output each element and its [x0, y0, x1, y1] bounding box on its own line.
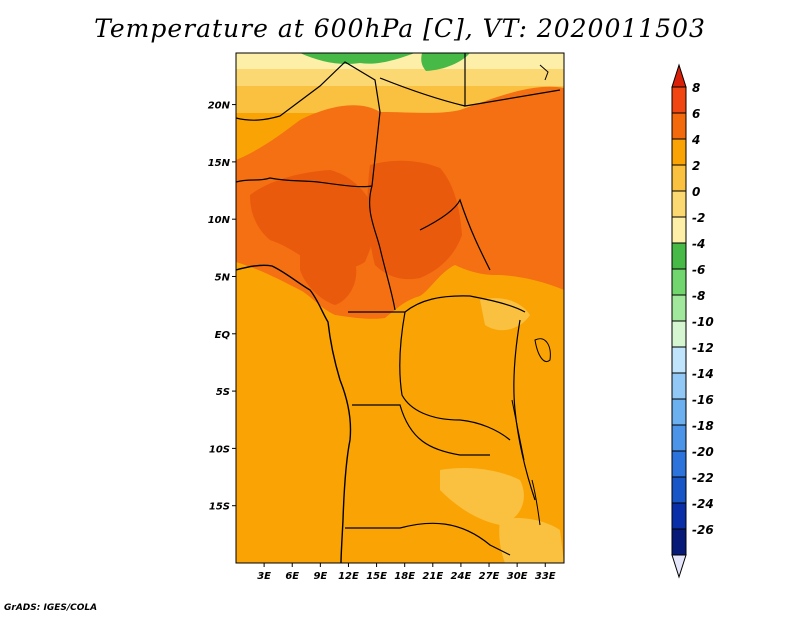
- colorbar-swatch: [671, 112, 687, 140]
- map-title: Temperature at 600hPa [C], VT: 202001150…: [94, 14, 706, 43]
- colorbar-level-label: 2: [692, 159, 700, 173]
- colorbar-level-label: 0: [692, 185, 700, 199]
- colorbar-level-label: -10: [692, 315, 714, 329]
- border-congo-drc: [399, 311, 511, 441]
- colorbar-swatch: [671, 86, 687, 114]
- colorbar-level-label: 4: [691, 133, 700, 147]
- colorbar-swatch: [671, 190, 687, 218]
- field-light-amber-south-b: [499, 518, 564, 563]
- field-deep-orange-south: [300, 250, 357, 305]
- lon-label: 30E: [507, 571, 528, 582]
- colorbar-level-label: 6: [692, 107, 700, 121]
- colorbar-swatch: [671, 216, 687, 244]
- lat-label: 10N: [208, 215, 231, 226]
- border-east-africa: [513, 319, 536, 501]
- boundaries: [236, 53, 561, 563]
- lat-label: 15S: [209, 502, 230, 513]
- colorbar-swatch: [671, 424, 687, 452]
- grads-credit: GrADS: IGES/COLA: [4, 603, 98, 613]
- lake-malawi: [531, 479, 541, 526]
- colorbar-level-label: -4: [692, 237, 705, 251]
- colorbar-level-label: -22: [692, 471, 714, 485]
- colorbar-level-label: -8: [692, 289, 705, 303]
- temperature-field: [236, 53, 564, 563]
- border-car-drc: [348, 295, 526, 313]
- border-nigeria-cameroon: [369, 185, 396, 311]
- colorbar-swatch: [671, 242, 687, 270]
- coastline: [236, 264, 352, 563]
- lat-label: 15N: [208, 158, 231, 169]
- border-chad-car: [419, 198, 491, 271]
- map-frame: [235, 52, 565, 564]
- field-green-north-a: [300, 53, 415, 64]
- border-sahel: [236, 177, 373, 188]
- lake-tanganyika: [511, 399, 525, 461]
- field-light-amber-south-a: [440, 468, 524, 525]
- colorbar-level-label: -18: [692, 419, 714, 433]
- colorbar-level-label: -24: [692, 497, 714, 511]
- colorbar-swatch: [671, 320, 687, 348]
- lon-label: 6E: [285, 571, 299, 582]
- lon-label: 18E: [394, 571, 415, 582]
- latitude-axis: 20N 15N 10N 5N EQ 5S 10S 15S: [208, 101, 236, 513]
- colorbar-level-label: 8: [692, 81, 700, 95]
- field-deep-orange-west: [250, 170, 376, 270]
- lon-label: 27E: [479, 571, 500, 582]
- colorbar-level-label: -14: [692, 367, 714, 381]
- coast-northeast: [539, 64, 549, 81]
- colorbar-swatch: [671, 450, 687, 478]
- lat-label: 10S: [209, 444, 230, 455]
- lake-victoria: [534, 338, 551, 363]
- colorbar-swatch: [671, 138, 687, 166]
- lat-label: 5S: [216, 387, 230, 398]
- colorbar-level-label: -6: [692, 263, 705, 277]
- colorbar-level-label: -20: [692, 445, 714, 459]
- lon-label: 12E: [338, 571, 359, 582]
- border-algeria-niger: [236, 61, 381, 187]
- colorbar-level-label: -2: [692, 211, 705, 225]
- colorbar-swatch: [671, 476, 687, 504]
- colorbar-swatch: [671, 294, 687, 322]
- field-green-north-b: [421, 53, 470, 71]
- colorbar-swatch: [671, 528, 687, 556]
- lon-label: 9E: [313, 571, 327, 582]
- border-egypt-sudan: [464, 53, 561, 107]
- lon-label: 3E: [257, 571, 271, 582]
- colorbar-swatch: [671, 268, 687, 296]
- colorbar-level-label: -26: [692, 523, 714, 537]
- field-deep-orange-central: [367, 160, 462, 280]
- colorbar: 8 6 4 2 0 -2 -4 -6 -8 -10 -12 -14 -16 -18 -20 -22 -24 -26: [671, 63, 714, 579]
- lat-label: 20N: [208, 101, 231, 112]
- colorbar-swatch: [671, 164, 687, 192]
- border-angola-drc: [352, 404, 490, 456]
- lon-label: 24E: [451, 571, 472, 582]
- colorbar-top-arrow: [671, 63, 687, 88]
- colorbar-swatch: [671, 372, 687, 400]
- border-namibia: [345, 522, 511, 556]
- lon-label: 33E: [535, 571, 556, 582]
- colorbar-bottom-arrow: [671, 554, 687, 579]
- border-libya-chad: [379, 77, 466, 107]
- lat-label: EQ: [215, 330, 231, 341]
- longitude-axis: 3E 6E 9E 12E 15E 18E 21E 24E 27E 30E 33E: [257, 563, 556, 582]
- lon-label: 21E: [422, 571, 443, 582]
- colorbar-level-label: -16: [692, 393, 714, 407]
- colorbar-level-label: -12: [692, 341, 714, 355]
- lat-label: 5N: [215, 272, 231, 283]
- lon-label: 15E: [366, 571, 387, 582]
- colorbar-swatch: [671, 398, 687, 426]
- field-light-amber-east: [480, 298, 530, 331]
- colorbar-swatch: [671, 502, 687, 530]
- colorbar-swatch: [671, 346, 687, 374]
